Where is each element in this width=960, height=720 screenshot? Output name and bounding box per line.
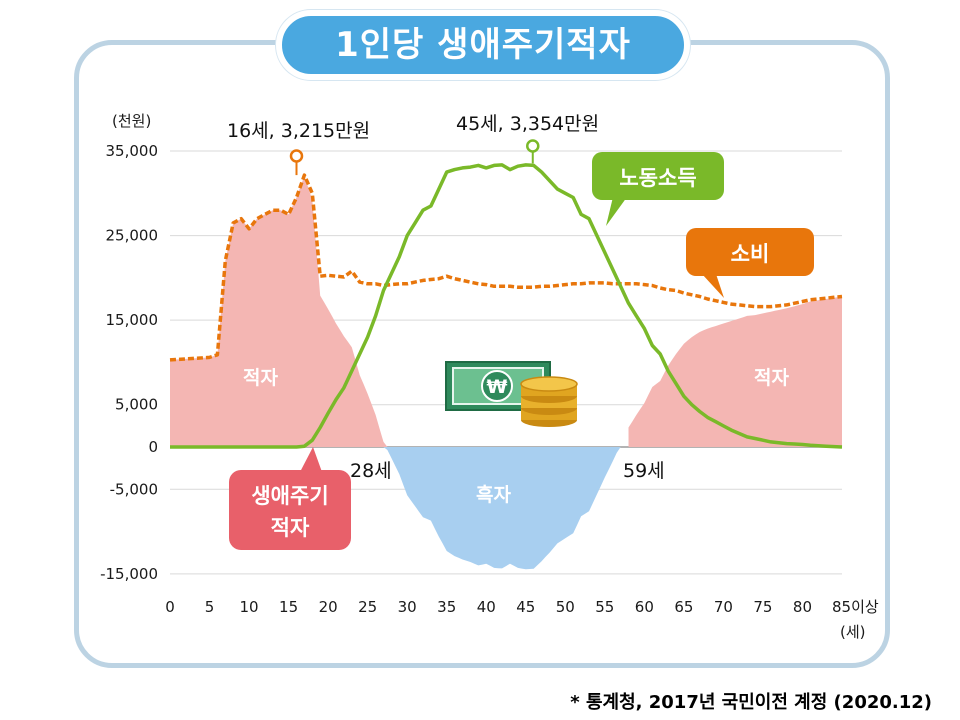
source-note: * 통계청, 2017년 국민이전 계정 (2020.12) — [570, 692, 932, 713]
x-tick-label: 60 — [635, 598, 654, 616]
lifecycle-deficit-callout: 생애주기 적자 — [229, 447, 351, 550]
y-tick-label: 5,000 — [115, 396, 158, 414]
labor-income-callout: 노동소득 — [592, 152, 724, 226]
x-tick-label: 80 — [793, 598, 812, 616]
y-tick-label: 0 — [148, 438, 158, 456]
consumption-peak-marker — [289, 149, 304, 176]
x-tick-label: 45 — [516, 598, 535, 616]
y-axis-label: (천원) — [112, 112, 151, 130]
consumption-line — [169, 173, 843, 362]
lifecycle-deficit-callout-line2: 적자 — [271, 516, 310, 540]
x-tick-label: 35 — [437, 598, 456, 616]
deficit-surplus-areas — [170, 175, 842, 570]
x-tick-label: 70 — [714, 598, 733, 616]
x-tick-label: 0 — [165, 598, 175, 616]
consumption-callout: 소비 — [686, 228, 814, 298]
x-tick-label: 65 — [674, 598, 693, 616]
x-tick-label: 10 — [240, 598, 259, 616]
y-tick-label: 25,000 — [106, 227, 159, 245]
consumption-peak-label: 16세, 3,215만원 — [227, 120, 370, 142]
x-tick-label: 5 — [205, 598, 215, 616]
x-tick-label: 85이상 — [832, 598, 879, 616]
labor-income-callout-text: 노동소득 — [619, 166, 696, 190]
y-tick-label: -15,000 — [100, 565, 158, 583]
series-lines — [169, 163, 843, 449]
svg-text:₩: ₩ — [487, 376, 508, 398]
labor-peak-label: 45세, 3,354만원 — [456, 113, 599, 135]
surplus-area — [383, 447, 645, 570]
labor-income-line — [170, 163, 843, 449]
x-axis-label: (세) — [840, 623, 866, 641]
y-tick-label: 15,000 — [106, 311, 159, 329]
zone-label-surplus: 흑자 — [476, 483, 511, 506]
x-tick-label: 30 — [398, 598, 417, 616]
lifecycle-deficit-callout-line1: 생애주기 — [251, 484, 328, 508]
zone-label-deficit-elderly: 적자 — [754, 367, 789, 389]
x-tick-label: 55 — [595, 598, 614, 616]
y-tick-label: 35,000 — [106, 142, 159, 160]
labor-peak-marker — [526, 139, 540, 164]
y-tick-label: -5,000 — [110, 480, 158, 498]
x-tick-label: 50 — [556, 598, 575, 616]
zone-label-deficit-youth: 적자 — [243, 367, 278, 389]
y-axis-ticks: 35,000 25,000 15,000 5,000 0 -5,000 -15,000 — [100, 142, 158, 583]
coin-stack-icon — [520, 376, 578, 427]
consumption-callout-text: 소비 — [731, 242, 770, 266]
crossover-age-59: 59세 — [623, 460, 665, 482]
x-tick-label: 15 — [279, 598, 298, 616]
deficit-area-youth — [170, 175, 392, 447]
x-tick-label: 20 — [319, 598, 338, 616]
x-axis-ticks: 0 5 10 15 20 25 30 35 40 45 50 55 60 65 70 75 80 85이상 — [165, 598, 879, 616]
x-tick-label: 40 — [477, 598, 496, 616]
crossover-age-28: 28세 — [350, 460, 392, 482]
x-tick-label: 25 — [358, 598, 377, 616]
deficit-area-elderly — [628, 296, 842, 447]
chart-title: 1인당 생애주기적자 — [276, 10, 690, 80]
x-tick-label: 75 — [753, 598, 772, 616]
